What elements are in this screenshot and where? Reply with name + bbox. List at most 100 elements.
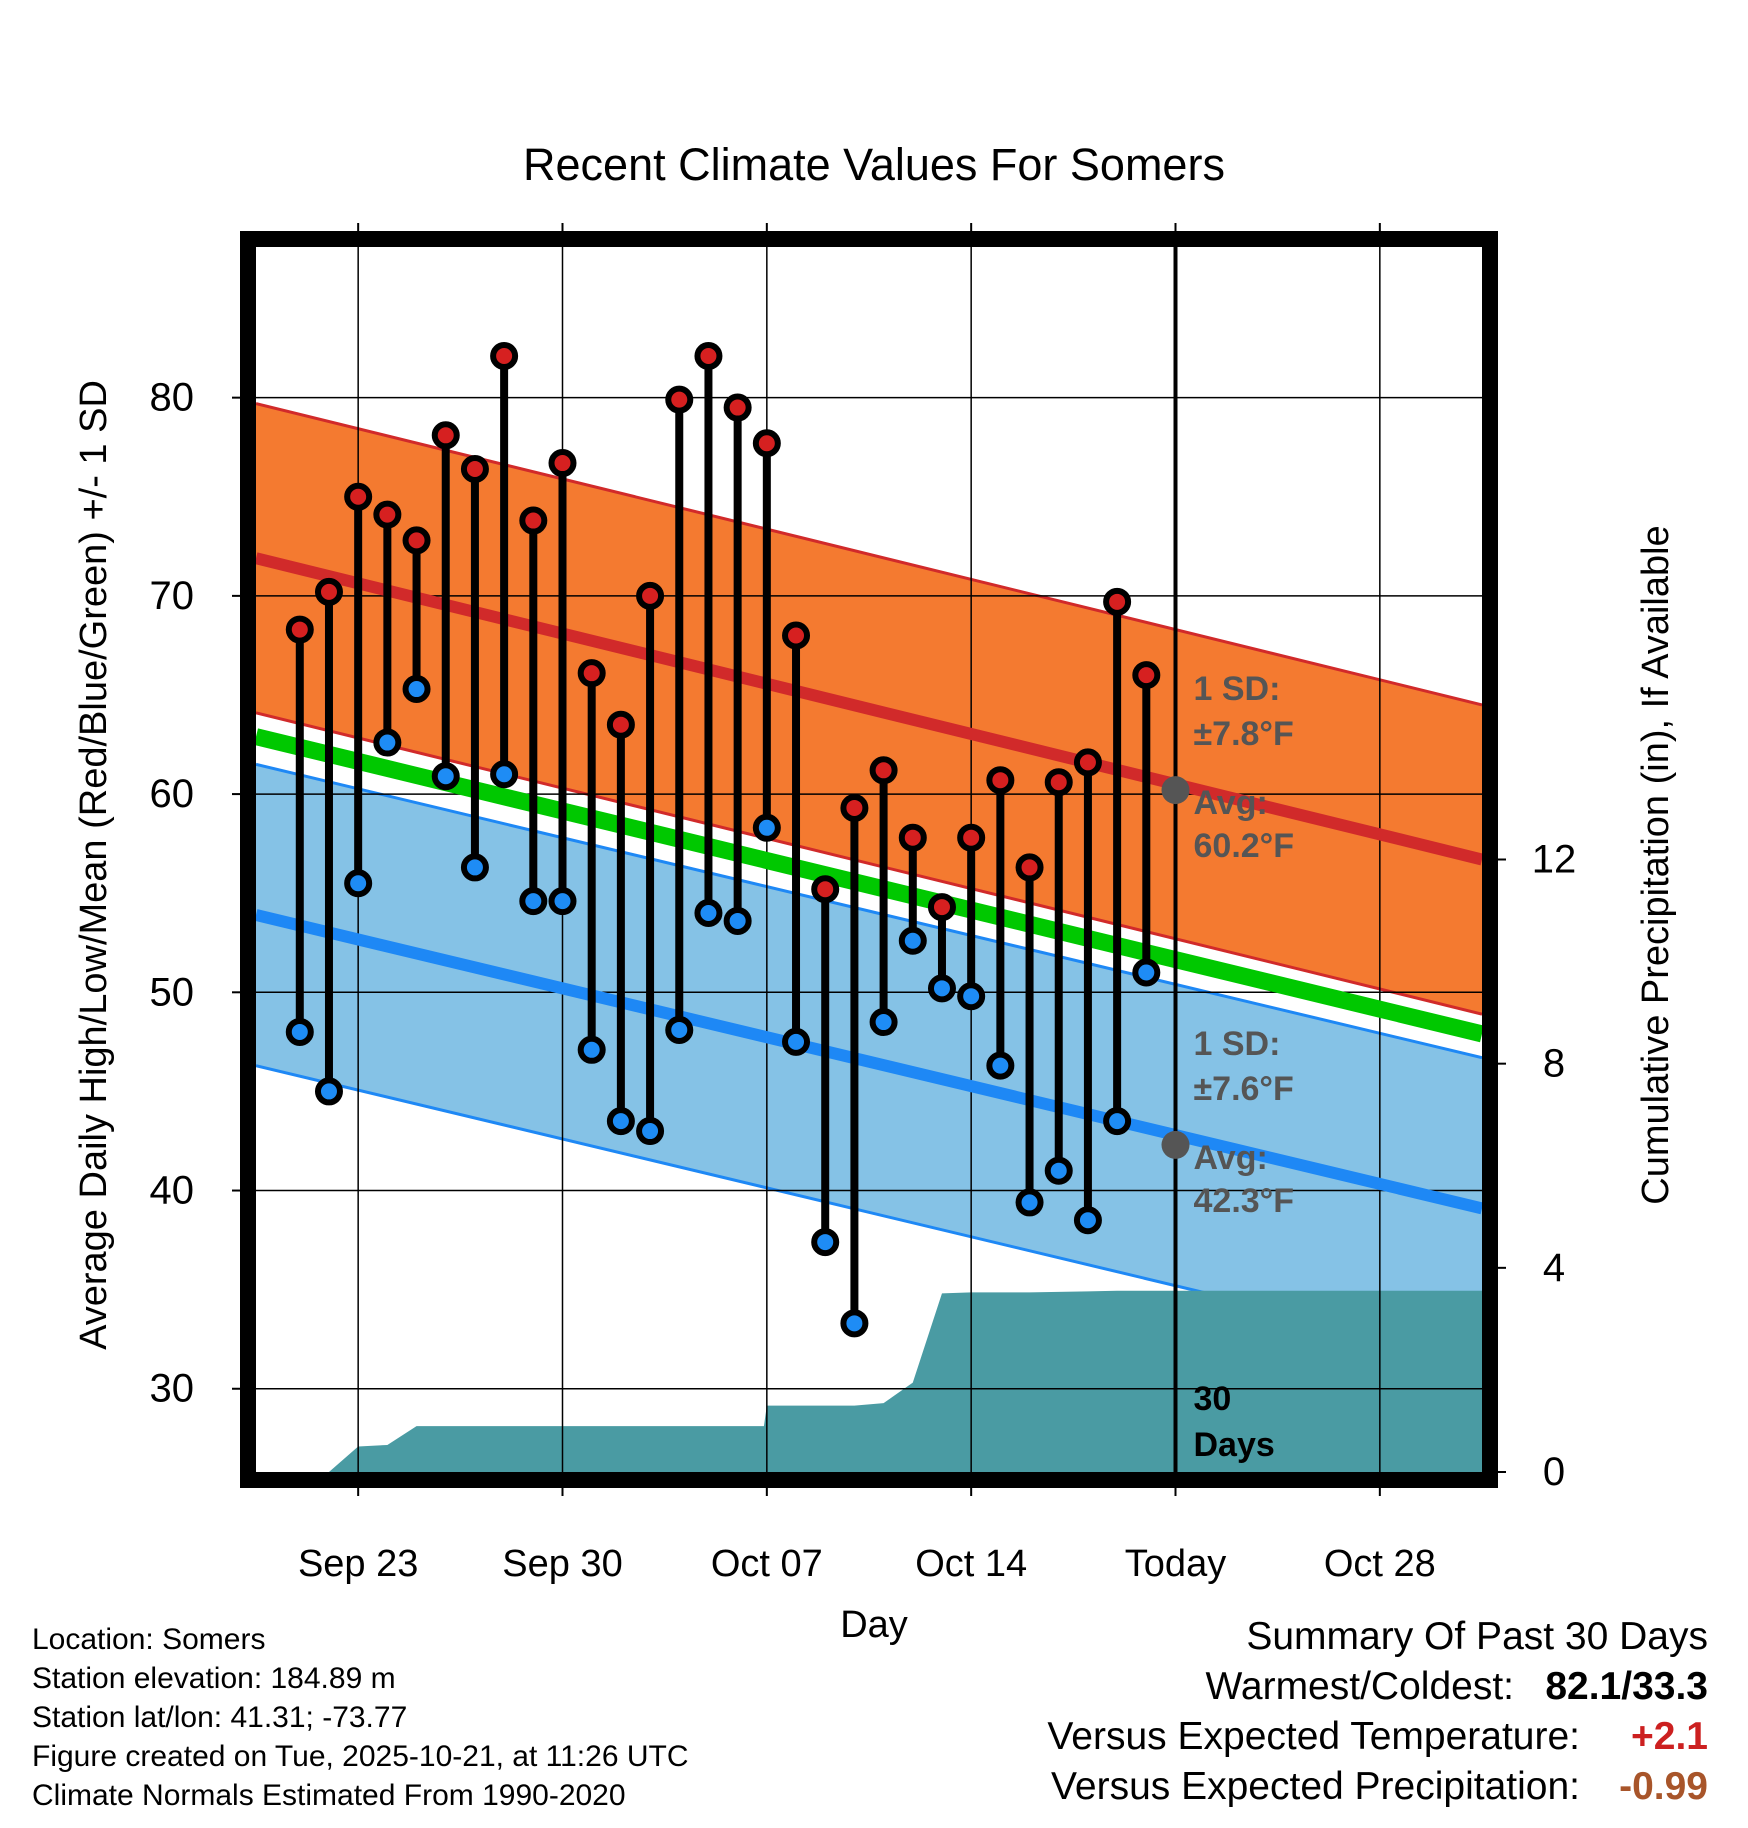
daily-low-point: [752, 813, 781, 842]
daily-low-point: [548, 887, 577, 916]
daily-low-point: [344, 869, 373, 898]
days-word-label: Days: [1194, 1426, 1275, 1464]
daily-high-point: [606, 710, 635, 739]
daily-high-point: [1015, 853, 1044, 882]
high-band-top-edge: [256, 402, 1482, 707]
daily-high-point: [490, 342, 519, 371]
chart-title: Recent Climate Values For Somers: [523, 139, 1225, 190]
x-tick-label: Sep 23: [298, 1543, 418, 1585]
daily-low-point: [840, 1309, 869, 1338]
daily-low-point: [927, 974, 956, 1003]
daily-low-point: [782, 1027, 811, 1056]
today-high-avg-marker: [1161, 776, 1190, 805]
daily-low-point: [1103, 1107, 1132, 1136]
climate-normals-note: Climate Normals Estimated From 1990-2020: [32, 1779, 626, 1812]
warmest-coldest-row: Warmest/Coldest: 82.1/33.3: [1047, 1662, 1708, 1712]
daily-low-point: [1015, 1188, 1044, 1217]
y-right-tick-label: 0: [1543, 1450, 1565, 1494]
daily-low-point: [606, 1107, 635, 1136]
daily-low-point: [460, 853, 489, 882]
daily-low-point: [314, 1077, 343, 1106]
days-count-label: 30: [1194, 1380, 1232, 1418]
high-sd-label: 1 SD:: [1194, 670, 1281, 708]
daily-low-point: [431, 762, 460, 791]
low-avg-label: Avg:: [1194, 1139, 1268, 1177]
daily-low-point: [898, 926, 927, 955]
y-left-tick-label: 60: [150, 772, 195, 816]
daily-high-point: [869, 756, 898, 785]
daily-high-point: [460, 455, 489, 484]
y-left-tick-label: 70: [150, 574, 195, 618]
y-right-tick-label: 4: [1543, 1246, 1565, 1290]
x-tick-label: Oct 07: [711, 1543, 823, 1585]
daily-high-point: [811, 875, 840, 904]
daily-low-point: [694, 899, 723, 928]
y-right-tick-label: 8: [1543, 1042, 1565, 1086]
y-left-tick-label: 40: [150, 1169, 195, 1213]
daily-high-point: [1073, 748, 1102, 777]
daily-high-point: [344, 482, 373, 511]
summary-title: Summary Of Past 30 Days: [1246, 1615, 1708, 1658]
x-tick-label: Today: [1125, 1543, 1226, 1585]
y-axis-right-label: Cumulative Precipitation (in), If Availa…: [1635, 525, 1677, 1204]
mean-normal-line: [256, 728, 1482, 1043]
daily-low-point: [957, 982, 986, 1011]
daily-high-point: [519, 506, 548, 535]
daily-high-point: [1132, 661, 1161, 690]
y-left-tick-label: 80: [150, 376, 195, 420]
temp-vs-expected-value: +2.1: [1631, 1715, 1708, 1758]
daily-high-point: [1103, 587, 1132, 616]
warmest-coldest-value: 82.1/33.3: [1545, 1665, 1708, 1708]
low-avg-value: 42.3°F: [1194, 1182, 1295, 1220]
daily-low-point: [519, 887, 548, 916]
daily-low-point: [1044, 1156, 1073, 1185]
x-axis-label: Day: [840, 1604, 908, 1646]
low-normal-line: [256, 909, 1482, 1215]
station-latlon: Station lat/lon: 41.31; -73.77: [32, 1701, 408, 1734]
daily-low-point: [723, 906, 752, 935]
daily-low-point: [1073, 1206, 1102, 1235]
low-sd-label: 1 SD:: [1194, 1025, 1281, 1063]
daily-low-point: [665, 1015, 694, 1044]
y-axis-left-label: Average Daily High/Low/Mean (Red/Blue/Gr…: [73, 380, 115, 1350]
station-location: Location: Somers: [32, 1623, 266, 1656]
summary-panel: Summary Of Past 30 Days Warmest/Coldest:…: [1047, 1612, 1708, 1812]
daily-high-point: [402, 526, 431, 555]
precipitation-area: [256, 1290, 1482, 1472]
station-elevation: Station elevation: 184.89 m: [32, 1662, 396, 1695]
daily-high-point: [927, 893, 956, 922]
daily-high-point: [373, 500, 402, 529]
daily-high-point: [723, 393, 752, 422]
high-avg-value: 60.2°F: [1194, 827, 1295, 865]
station-info: Location: Somers Station elevation: 184.…: [32, 1620, 689, 1815]
today-low-avg-marker: [1161, 1130, 1190, 1159]
daily-low-point: [986, 1051, 1015, 1080]
daily-high-point: [636, 581, 665, 610]
daily-high-point: [577, 659, 606, 688]
figure-created: Figure created on Tue, 2025-10-21, at 11…: [32, 1740, 689, 1773]
daily-low-point: [490, 760, 519, 789]
daily-low-point: [1132, 958, 1161, 987]
warmest-coldest-label: Warmest/Coldest:: [1205, 1665, 1514, 1708]
daily-high-point: [752, 429, 781, 458]
x-tick-label: Sep 30: [502, 1543, 622, 1585]
x-tick-label: Oct 28: [1324, 1543, 1436, 1585]
daily-high-point: [285, 615, 314, 644]
daily-high-point: [986, 766, 1015, 795]
daily-high-point: [665, 385, 694, 414]
x-tick-label: Oct 14: [915, 1543, 1027, 1585]
daily-high-point: [957, 823, 986, 852]
daily-high-point: [782, 621, 811, 650]
temp-vs-expected-row: Versus Expected Temperature: +2.1: [1047, 1712, 1708, 1762]
precip-vs-expected-label: Versus Expected Precipitation:: [1051, 1765, 1580, 1808]
low-band-top-edge: [256, 762, 1482, 1060]
daily-low-point: [577, 1035, 606, 1064]
low-sd-value: ±7.6°F: [1194, 1070, 1294, 1108]
y-right-tick-label: 12: [1532, 838, 1577, 882]
temp-vs-expected-label: Versus Expected Temperature:: [1047, 1715, 1580, 1758]
daily-high-point: [431, 421, 460, 450]
high-band-bottom-edge: [256, 711, 1482, 1016]
precip-vs-expected-value: -0.99: [1619, 1765, 1708, 1808]
y-left-tick-label: 30: [150, 1367, 195, 1411]
